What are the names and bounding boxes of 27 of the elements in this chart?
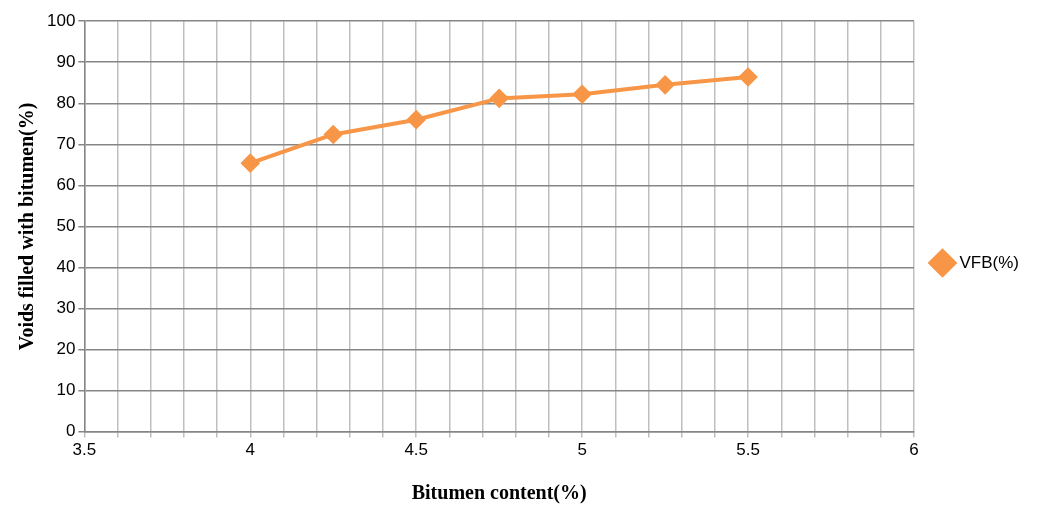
y-tick-label: 10 xyxy=(56,380,76,400)
x-tick-label: 5.5 xyxy=(736,440,760,460)
y-tick-label: 80 xyxy=(56,92,76,112)
y-tick-label: 60 xyxy=(56,175,76,195)
x-tick-label: 5 xyxy=(577,440,587,460)
y-tick-label: 70 xyxy=(56,134,76,154)
point xyxy=(324,125,343,144)
y-tick-label: 20 xyxy=(56,339,76,359)
point xyxy=(490,89,509,108)
y-tick-label: 90 xyxy=(56,51,76,71)
x-axis-title: Bitumen content(%) xyxy=(411,481,587,505)
y-axis-title: Voids filled with bitumen(%) xyxy=(15,102,39,351)
y-tick-label: 40 xyxy=(56,257,76,277)
x-tick-label: 4 xyxy=(245,440,256,460)
point xyxy=(573,85,592,104)
x-tick-label: 6 xyxy=(909,440,919,460)
y-tick-label: 100 xyxy=(46,10,76,30)
point xyxy=(739,68,758,87)
y-tick-label: 50 xyxy=(56,216,76,236)
y-tick-label: 0 xyxy=(65,421,76,441)
x-tick-label: 3.5 xyxy=(72,440,97,460)
point xyxy=(407,110,426,129)
x-tick-label: 4.5 xyxy=(404,440,429,460)
point xyxy=(656,75,675,94)
legend-label: VFB(%) xyxy=(959,252,1019,272)
y-tick-label: 30 xyxy=(56,298,76,318)
point xyxy=(241,154,260,173)
